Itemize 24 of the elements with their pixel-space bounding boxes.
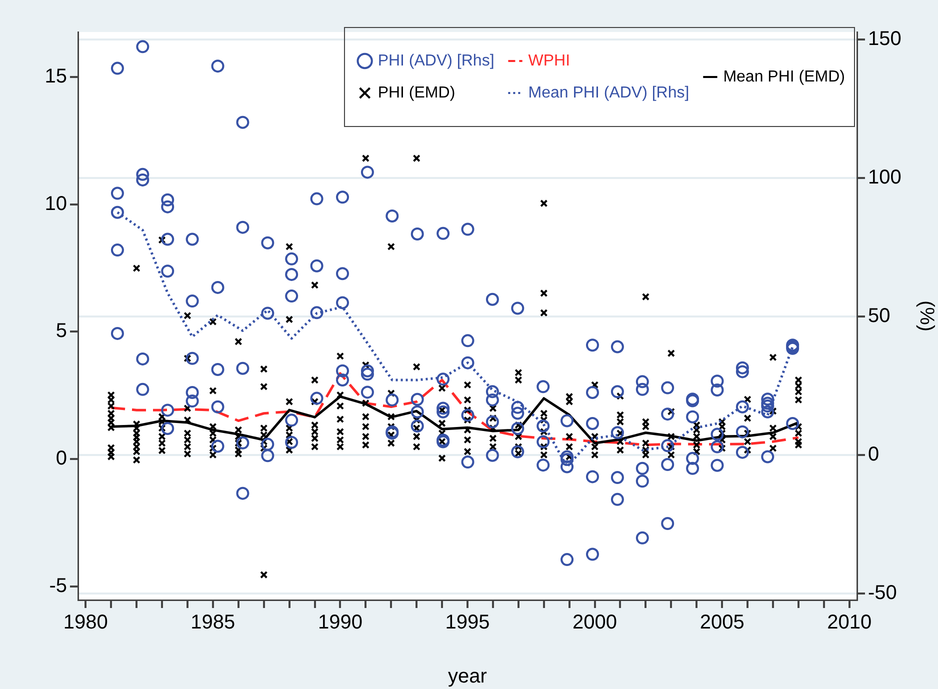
x-tick-label: 2005 [700,612,744,634]
x-tick-label: 1990 [318,612,362,634]
x-tick-label: 1985 [190,612,236,634]
legend-label: Mean PHI (ADV) [Rhs] [528,84,690,102]
y2-tick-label: -50 [868,582,897,604]
x-axis-title: year [448,666,488,688]
y2-axis-title: (%) [915,300,938,332]
y-tick-label: 10 [44,192,67,215]
legend-label: Mean PHI (EMD) [723,68,845,86]
x-tick-label: 2000 [572,612,618,634]
y2-tick-label: 50 [868,305,890,328]
legend-label: PHI (EMD) [378,84,456,102]
y2-tick-label: 100 [868,166,902,189]
y-tick-label: 5 [56,320,67,342]
legend-label: PHI (ADV) [Rhs] [378,52,494,70]
x-tick-label: 2010 [827,612,872,634]
y-tick-label: 15 [44,66,67,88]
y-tick-label: -5 [49,574,67,597]
y2-tick-label: 150 [868,28,902,50]
legend-label: WPHI [528,52,570,70]
x-tick-label: 1995 [445,612,490,634]
y-tick-label: 0 [56,447,67,470]
x-tick-label: 1980 [63,612,108,634]
y2-tick-label: 0 [868,444,880,466]
